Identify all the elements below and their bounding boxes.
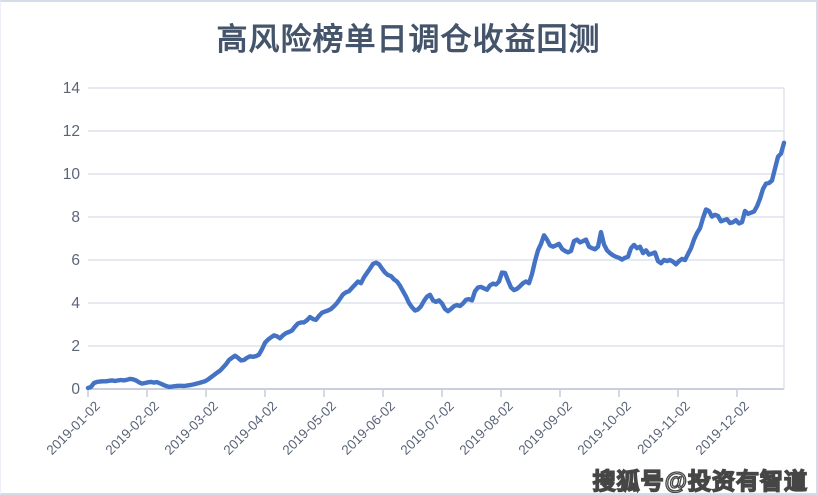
y-axis-tick-label: 0 [71,381,80,398]
y-axis-tick-label: 8 [71,209,80,226]
y-axis-tick-label: 10 [62,166,80,183]
chart-title: 高风险榜单日调仓收益回测 [216,22,601,57]
return-series-line [85,140,787,391]
y-axis-tick-label: 4 [71,295,80,312]
y-axis-tick-label: 12 [62,123,80,140]
y-axis-tick-label: 2 [71,338,80,355]
y-axis-tick-label: 6 [71,252,80,269]
watermark: 搜狐号@投资有智道 [592,467,808,494]
y-axis-tick-label: 14 [62,80,80,97]
